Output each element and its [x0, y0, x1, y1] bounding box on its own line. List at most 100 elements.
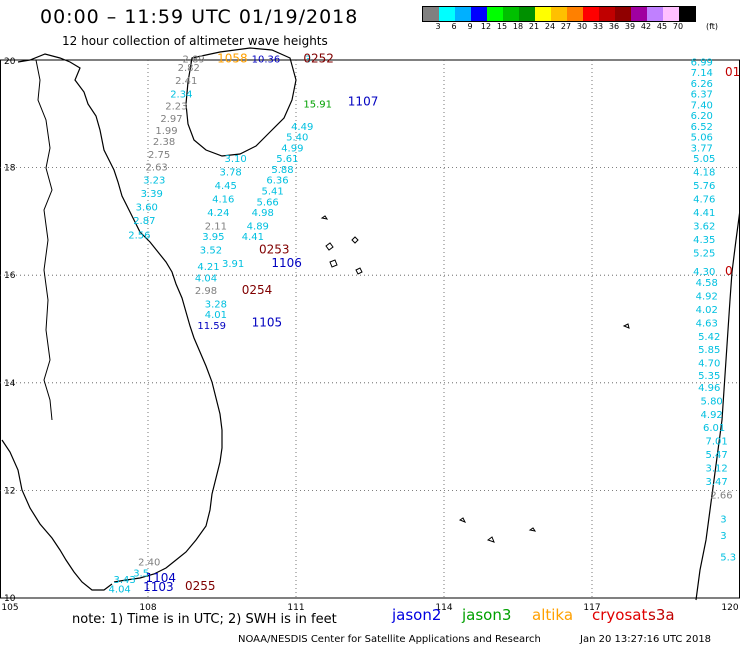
- swh-value: 15.91: [303, 99, 332, 110]
- colorbar-swatch: [583, 7, 599, 21]
- lon-tick-label: 105: [1, 603, 18, 613]
- swh-value: 2.38: [153, 137, 175, 148]
- swh-value: 7.14: [691, 68, 713, 79]
- swh-value: 2.11: [205, 221, 227, 232]
- lat-tick-label: 18: [4, 164, 16, 174]
- legend-s3a: s3a: [648, 606, 675, 624]
- swh-value: 4.89: [247, 221, 269, 232]
- swh-value: 2.97: [160, 114, 182, 125]
- hainan-island: [185, 47, 297, 157]
- colorbar-label: 15: [496, 22, 508, 31]
- colorbar-label: 27: [560, 22, 572, 31]
- swh-value: 5.06: [691, 133, 713, 144]
- swh-value: 4.63: [696, 318, 718, 329]
- swh-value: 4.18: [693, 168, 715, 179]
- swh-value: 4.21: [197, 262, 219, 273]
- swh-value: 3.12: [705, 464, 727, 475]
- colorbar-swatch: [567, 7, 583, 21]
- swh-value: 4.35: [693, 235, 715, 246]
- pass-time-label: 1104: [146, 571, 177, 585]
- swh-value: 3.52: [200, 246, 222, 257]
- colorbar-swatch: [439, 7, 455, 21]
- page-title: 00:00 – 11:59 UTC 01/19/2018: [40, 6, 359, 28]
- swh-value: 2.82: [178, 63, 200, 74]
- luzon-coast: [695, 209, 740, 601]
- colorbar-label: 30: [576, 22, 588, 31]
- colorbar-label: 24: [544, 22, 556, 31]
- swh-value: 5.76: [693, 181, 715, 192]
- swh-value: 5.88: [271, 165, 293, 176]
- swh-value: 5.25: [693, 248, 715, 259]
- colorbar-swatch: [663, 7, 679, 21]
- colorbar-label: 3: [435, 22, 441, 31]
- swh-value: 4.45: [215, 181, 237, 192]
- swh-value: 4.24: [207, 208, 229, 219]
- pass-time-label: 1105: [252, 315, 283, 329]
- swh-value: 4.41: [242, 232, 264, 243]
- colorbar-swatch: [519, 7, 535, 21]
- lon-tick-label: 108: [139, 603, 156, 613]
- swh-value: 3.60: [136, 203, 158, 214]
- swh-value: 4.99: [281, 143, 303, 154]
- colorbar-swatch: [631, 7, 647, 21]
- swh-value: 4.02: [696, 305, 718, 316]
- swh-value: 2.98: [195, 286, 217, 297]
- swh-value: 5.85: [698, 345, 720, 356]
- lat-tick-label: 16: [4, 271, 16, 281]
- timestamp: Jan 20 13:27:16 UTC 2018: [580, 634, 712, 645]
- colorbar-swatch: [615, 7, 631, 21]
- lat-tick-label: 12: [4, 486, 15, 496]
- lon-tick-label: 111: [287, 603, 304, 613]
- legend-altika: altika: [532, 606, 574, 624]
- swh-value: 2.87: [133, 216, 155, 227]
- lat-tick-label: 10: [4, 594, 16, 604]
- colorbar: [422, 6, 696, 22]
- pass-time-label: 1107: [348, 95, 379, 109]
- colorbar-swatch: [647, 7, 663, 21]
- swh-value: 6.26: [691, 79, 713, 90]
- swh-value: 2.41: [175, 76, 197, 87]
- swh-value: 4.41: [693, 208, 715, 219]
- swh-value: 7.40: [691, 100, 713, 111]
- swh-value: 4.98: [252, 208, 274, 219]
- swh-value: 5.61: [276, 154, 298, 165]
- swh-value: 4.70: [698, 359, 720, 370]
- colorbar-swatch: [679, 7, 695, 21]
- swh-value: 2.66: [710, 490, 732, 501]
- swh-value: 5.66: [257, 197, 279, 208]
- colorbar-label: 33: [592, 22, 604, 31]
- pass-time-label: 1106: [271, 256, 302, 270]
- swh-value: 6.01: [703, 423, 725, 434]
- swh-value: 4.92: [701, 410, 723, 421]
- swh-value: 3: [305, 55, 311, 66]
- pass-time-label: 1058: [217, 52, 248, 66]
- swh-value: 3.5: [133, 568, 149, 579]
- colorbar-label: 6: [451, 22, 457, 31]
- lon-tick-label: 114: [435, 603, 452, 613]
- credit: NOAA/NESDIS Center for Satellite Applica…: [238, 634, 541, 645]
- colorbar-swatch: [503, 7, 519, 21]
- swh-value: 2.75: [148, 150, 170, 161]
- colorbar-label: 42: [640, 22, 652, 31]
- swh-value: 3: [720, 515, 726, 526]
- swh-value: 4.16: [212, 195, 234, 206]
- colorbar-label: 9: [467, 22, 473, 31]
- swh-value: 4.58: [696, 278, 718, 289]
- swh-value: 4.96: [698, 383, 720, 394]
- inland-border: [35, 59, 53, 421]
- swh-value: 7.01: [705, 437, 727, 448]
- swh-value: 2.63: [146, 162, 168, 173]
- swh-value: 4.04: [195, 274, 217, 285]
- legend-jason2: jason2: [392, 606, 442, 624]
- paracel-islets: [320, 215, 630, 543]
- pass-time-label: 0255: [185, 579, 216, 593]
- swh-value: 11.59: [197, 321, 226, 332]
- swh-value: 3.10: [224, 154, 246, 165]
- swh-value: 4.76: [693, 195, 715, 206]
- swh-value: 6.37: [691, 90, 713, 101]
- swh-value: 5.47: [705, 450, 727, 461]
- colorbar-unit: (ft): [706, 22, 719, 31]
- swh-value: 4.49: [291, 122, 313, 133]
- swh-value: 6.99: [691, 57, 713, 68]
- colorbar-label: 36: [608, 22, 620, 31]
